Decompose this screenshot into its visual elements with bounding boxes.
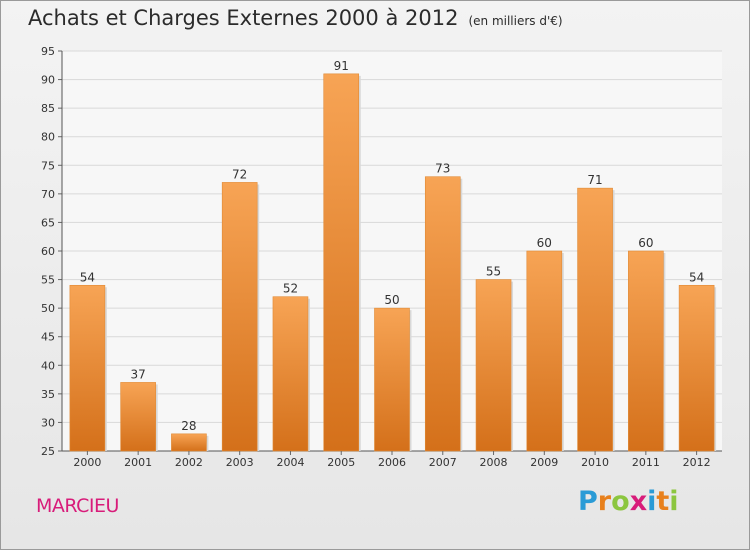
bar-value-label: 55 [486, 265, 501, 279]
bar-value-label: 54 [689, 270, 704, 284]
bar [678, 284, 715, 452]
x-tick-label: 2006 [378, 456, 406, 469]
x-tick-label: 2001 [124, 456, 152, 469]
y-tick-label: 35 [41, 388, 55, 401]
x-tick-label: 2007 [429, 456, 457, 469]
logo-letter: i [647, 486, 657, 517]
logo-letter: o [611, 486, 630, 517]
bar-value-label: 50 [384, 293, 399, 307]
logo-letter: t [656, 486, 670, 517]
y-tick-label: 65 [41, 216, 55, 229]
proxiti-logo[interactable]: Proxiti [578, 486, 679, 517]
bar-value-label: 28 [181, 419, 196, 433]
y-tick-label: 30 [41, 416, 55, 429]
y-tick-label: 75 [41, 159, 55, 172]
y-tick-label: 45 [41, 331, 55, 344]
bar-value-label: 54 [80, 270, 95, 284]
y-tick-label: 85 [41, 102, 55, 115]
bar [475, 279, 512, 452]
chart-title-text: Achats et Charges Externes 2000 à 2012 [28, 6, 459, 30]
logo-letter: i [669, 486, 679, 517]
bar-value-label: 60 [638, 236, 653, 250]
bar-value-label: 72 [232, 167, 247, 181]
bar-value-label: 73 [435, 162, 450, 176]
bar [526, 250, 563, 452]
y-tick-label: 90 [41, 74, 55, 87]
bar-value-label: 60 [537, 236, 552, 250]
y-tick-label: 55 [41, 274, 55, 287]
bar [577, 187, 613, 452]
y-tick-label: 95 [41, 45, 55, 58]
chart-title: Achats et Charges Externes 2000 à 2012 (e… [28, 6, 563, 30]
location-name: MARCIEU [36, 495, 119, 517]
logo-letter: x [629, 486, 648, 517]
logo-letter: r [597, 486, 612, 517]
x-tick-label: 2010 [581, 456, 609, 469]
y-tick-label: 60 [41, 245, 55, 258]
bar [272, 296, 309, 452]
bar-value-label: 91 [334, 59, 349, 73]
bar [628, 250, 664, 452]
y-tick-label: 40 [41, 359, 55, 372]
bar-value-label: 37 [131, 367, 146, 381]
bar [221, 182, 258, 452]
bar [120, 382, 156, 452]
bar [424, 176, 461, 452]
x-tick-label: 2011 [632, 456, 660, 469]
x-tick-label: 2004 [276, 456, 304, 469]
y-tick-label: 70 [41, 188, 55, 201]
y-tick-label: 80 [41, 131, 55, 144]
y-tick-label: 50 [41, 302, 55, 315]
logo-letter: P [578, 486, 598, 517]
bar [171, 433, 207, 452]
bar [69, 284, 106, 452]
bar-value-label: 52 [283, 282, 298, 296]
x-tick-label: 2012 [683, 456, 711, 469]
x-tick-label: 2009 [530, 456, 558, 469]
x-tick-label: 2000 [73, 456, 101, 469]
x-tick-label: 2003 [226, 456, 254, 469]
chart-unit: (en milliers d'€) [468, 14, 563, 28]
y-tick-label: 25 [41, 445, 55, 458]
x-tick-label: 2002 [175, 456, 203, 469]
x-tick-label: 2005 [327, 456, 355, 469]
x-tick-label: 2008 [480, 456, 508, 469]
bar [323, 73, 360, 452]
bar [374, 307, 410, 452]
bar-value-label: 71 [587, 173, 602, 187]
